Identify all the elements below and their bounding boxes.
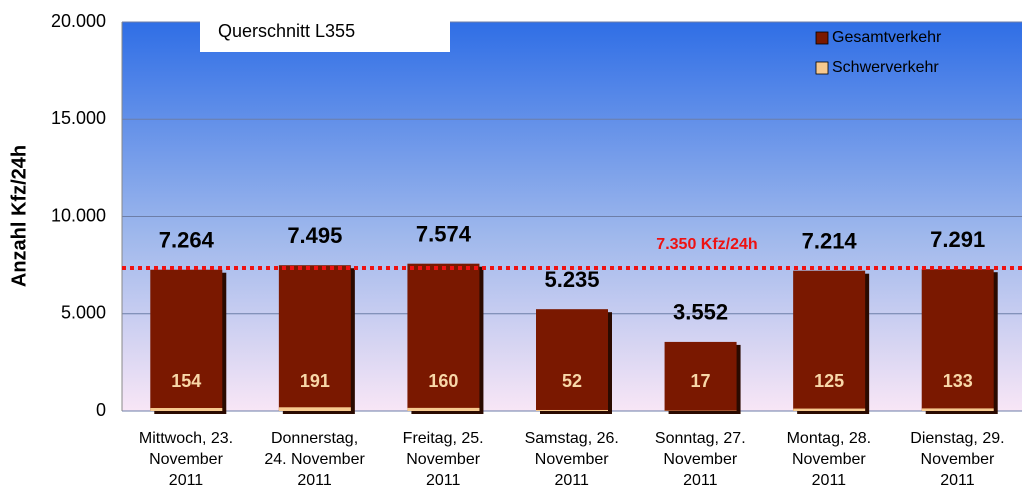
value-label: 125	[814, 371, 844, 391]
legend-label: Gesamtverkehr	[832, 29, 942, 46]
x-tick-label: Samstag, 26. November 2011	[524, 430, 619, 489]
x-tick-label: Montag, 28. November 2011	[786, 430, 872, 489]
value-label: 7.574	[416, 221, 472, 246]
bar	[150, 269, 223, 411]
bar	[536, 409, 608, 411]
title-box	[200, 18, 450, 52]
legend-swatch	[815, 61, 829, 75]
y-tick-label: 5.000	[61, 303, 106, 323]
value-label: 3.552	[673, 300, 728, 325]
value-label: 7.495	[287, 223, 342, 248]
bar	[407, 407, 480, 411]
y-axis-label: Anzahl Kfz/24h	[8, 145, 30, 287]
value-label: 5.235	[544, 267, 599, 292]
value-label: 52	[562, 371, 582, 391]
y-tick-label: 0	[96, 400, 106, 420]
value-label: 154	[171, 371, 201, 391]
value-label: 17	[691, 371, 711, 391]
value-label: 191	[300, 371, 330, 391]
value-label: 7.264	[159, 228, 215, 253]
x-tick-label: Donnerstag, 24. November 2011	[264, 430, 365, 489]
x-tick-label: Sonntag, 27. November 2011	[654, 430, 746, 489]
bar	[793, 408, 866, 411]
bar	[664, 341, 737, 411]
chart-title: Querschnitt L355	[218, 21, 355, 41]
bar	[536, 309, 608, 411]
x-tick-label: Mittwoch, 23. November 2011	[138, 430, 234, 489]
y-tick-label: 15.000	[51, 108, 106, 128]
x-tick-label: Freitag, 25. November 2011	[402, 430, 484, 489]
value-label: 7.214	[802, 229, 858, 254]
bar	[921, 269, 994, 411]
y-tick-label: 20.000	[51, 11, 106, 31]
value-label: 160	[428, 371, 458, 391]
legend-label: Schwerverkehr	[832, 59, 939, 76]
bar	[278, 407, 351, 411]
reference-label: 7.350 Kfz/24h	[656, 236, 757, 253]
bar	[793, 270, 866, 411]
bar	[407, 263, 480, 411]
value-label: 133	[943, 371, 973, 391]
y-tick-label: 10.000	[51, 205, 106, 225]
bar	[278, 265, 351, 411]
value-label: 7.291	[930, 227, 985, 252]
x-tick-label: Dienstag, 29. November 2011	[910, 430, 1005, 489]
bar	[150, 408, 223, 411]
bar	[921, 408, 994, 411]
legend-swatch	[815, 31, 829, 45]
